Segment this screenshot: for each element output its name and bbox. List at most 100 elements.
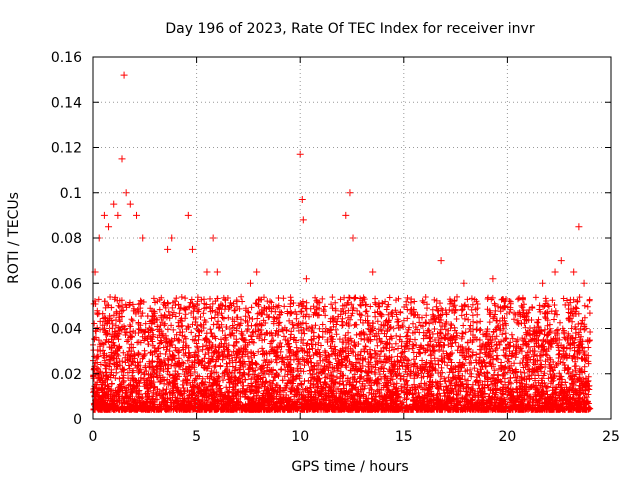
data-point bbox=[439, 347, 447, 355]
data-point bbox=[476, 365, 484, 373]
data-point bbox=[157, 358, 165, 366]
data-point bbox=[327, 381, 335, 389]
axes: 0 5 10 15 20 25 0 0.02 0.04 0.06 0.08 0.1 0.12 0.14 0.… bbox=[51, 50, 620, 445]
data-point bbox=[377, 347, 385, 355]
data-point bbox=[199, 343, 207, 351]
data-point bbox=[381, 358, 389, 366]
data-point bbox=[134, 358, 142, 366]
data-point bbox=[203, 268, 211, 276]
data-point bbox=[311, 388, 319, 396]
data-point bbox=[423, 358, 431, 366]
y-tick-label: 0.06 bbox=[51, 276, 82, 292]
data-point bbox=[549, 383, 557, 391]
data-point bbox=[120, 71, 128, 79]
data-point bbox=[508, 395, 516, 403]
data-point bbox=[406, 370, 414, 378]
data-point bbox=[261, 370, 269, 378]
data-point bbox=[182, 365, 190, 373]
data-point bbox=[215, 352, 223, 360]
data-point bbox=[468, 352, 476, 360]
data-point bbox=[505, 347, 513, 355]
data-point bbox=[273, 352, 281, 360]
data-point bbox=[230, 395, 238, 403]
data-point bbox=[298, 196, 306, 204]
data-point bbox=[166, 347, 174, 355]
data-point bbox=[499, 383, 507, 391]
data-point bbox=[271, 383, 279, 391]
data-point bbox=[133, 211, 141, 219]
data-point bbox=[539, 343, 547, 351]
data-point bbox=[437, 257, 445, 265]
data-point bbox=[385, 365, 393, 373]
data-point bbox=[170, 352, 178, 360]
data-point bbox=[213, 268, 221, 276]
data-point bbox=[126, 200, 134, 208]
data-point bbox=[522, 352, 530, 360]
data-point bbox=[450, 388, 458, 396]
x-tick-label: 25 bbox=[602, 429, 620, 445]
data-point bbox=[472, 358, 480, 366]
data-point bbox=[532, 386, 540, 394]
data-point bbox=[452, 365, 460, 373]
y-tick-label: 0.12 bbox=[51, 141, 82, 157]
data-point bbox=[207, 329, 215, 337]
data-point bbox=[211, 399, 219, 407]
data-point bbox=[398, 358, 406, 366]
data-point bbox=[124, 336, 132, 344]
data-point bbox=[115, 313, 123, 321]
data-point bbox=[510, 343, 518, 351]
data-point bbox=[155, 388, 163, 396]
data-point bbox=[410, 374, 418, 382]
data-point bbox=[240, 388, 248, 396]
data-point bbox=[543, 347, 551, 355]
data-point bbox=[555, 336, 563, 344]
data-point bbox=[282, 336, 290, 344]
data-point bbox=[329, 347, 337, 355]
data-point bbox=[497, 358, 505, 366]
data-point bbox=[90, 374, 98, 382]
x-axis-label: GPS time / hours bbox=[291, 459, 408, 475]
data-point bbox=[576, 336, 584, 344]
data-point bbox=[96, 347, 104, 355]
data-point bbox=[369, 268, 377, 276]
data-point bbox=[257, 365, 265, 373]
data-point bbox=[109, 320, 117, 328]
data-point bbox=[278, 343, 286, 351]
data-point bbox=[153, 365, 161, 373]
y-tick-label: 0.1 bbox=[60, 186, 82, 202]
data-point bbox=[514, 336, 522, 344]
data-point bbox=[296, 150, 304, 158]
data-point bbox=[105, 223, 113, 231]
data-point bbox=[197, 388, 205, 396]
y-tick-label: 0.14 bbox=[51, 95, 82, 111]
data-point bbox=[336, 397, 344, 405]
data-point bbox=[433, 395, 441, 403]
data-point bbox=[460, 352, 468, 360]
data-point bbox=[557, 257, 565, 265]
data-point bbox=[317, 365, 325, 373]
data-point bbox=[333, 352, 341, 360]
data-point bbox=[174, 347, 182, 355]
data-point bbox=[186, 370, 194, 378]
data-point bbox=[584, 352, 592, 360]
data-point bbox=[122, 189, 130, 197]
data-point bbox=[94, 392, 102, 400]
data-point bbox=[524, 397, 532, 405]
x-tick-label: 20 bbox=[498, 429, 516, 445]
data-point bbox=[566, 386, 574, 394]
data-point bbox=[286, 347, 294, 355]
data-point bbox=[493, 352, 501, 360]
x-tick-label: 5 bbox=[192, 429, 201, 445]
data-point bbox=[294, 347, 302, 355]
data-point bbox=[118, 302, 126, 310]
data-point bbox=[427, 352, 435, 360]
data-point bbox=[416, 397, 424, 405]
data-point bbox=[345, 336, 353, 344]
data-point bbox=[530, 343, 538, 351]
data-point bbox=[269, 347, 277, 355]
data-point bbox=[114, 211, 122, 219]
data-point bbox=[545, 399, 553, 407]
data-point bbox=[551, 268, 559, 276]
data-point bbox=[307, 399, 315, 407]
data-point bbox=[220, 343, 228, 351]
